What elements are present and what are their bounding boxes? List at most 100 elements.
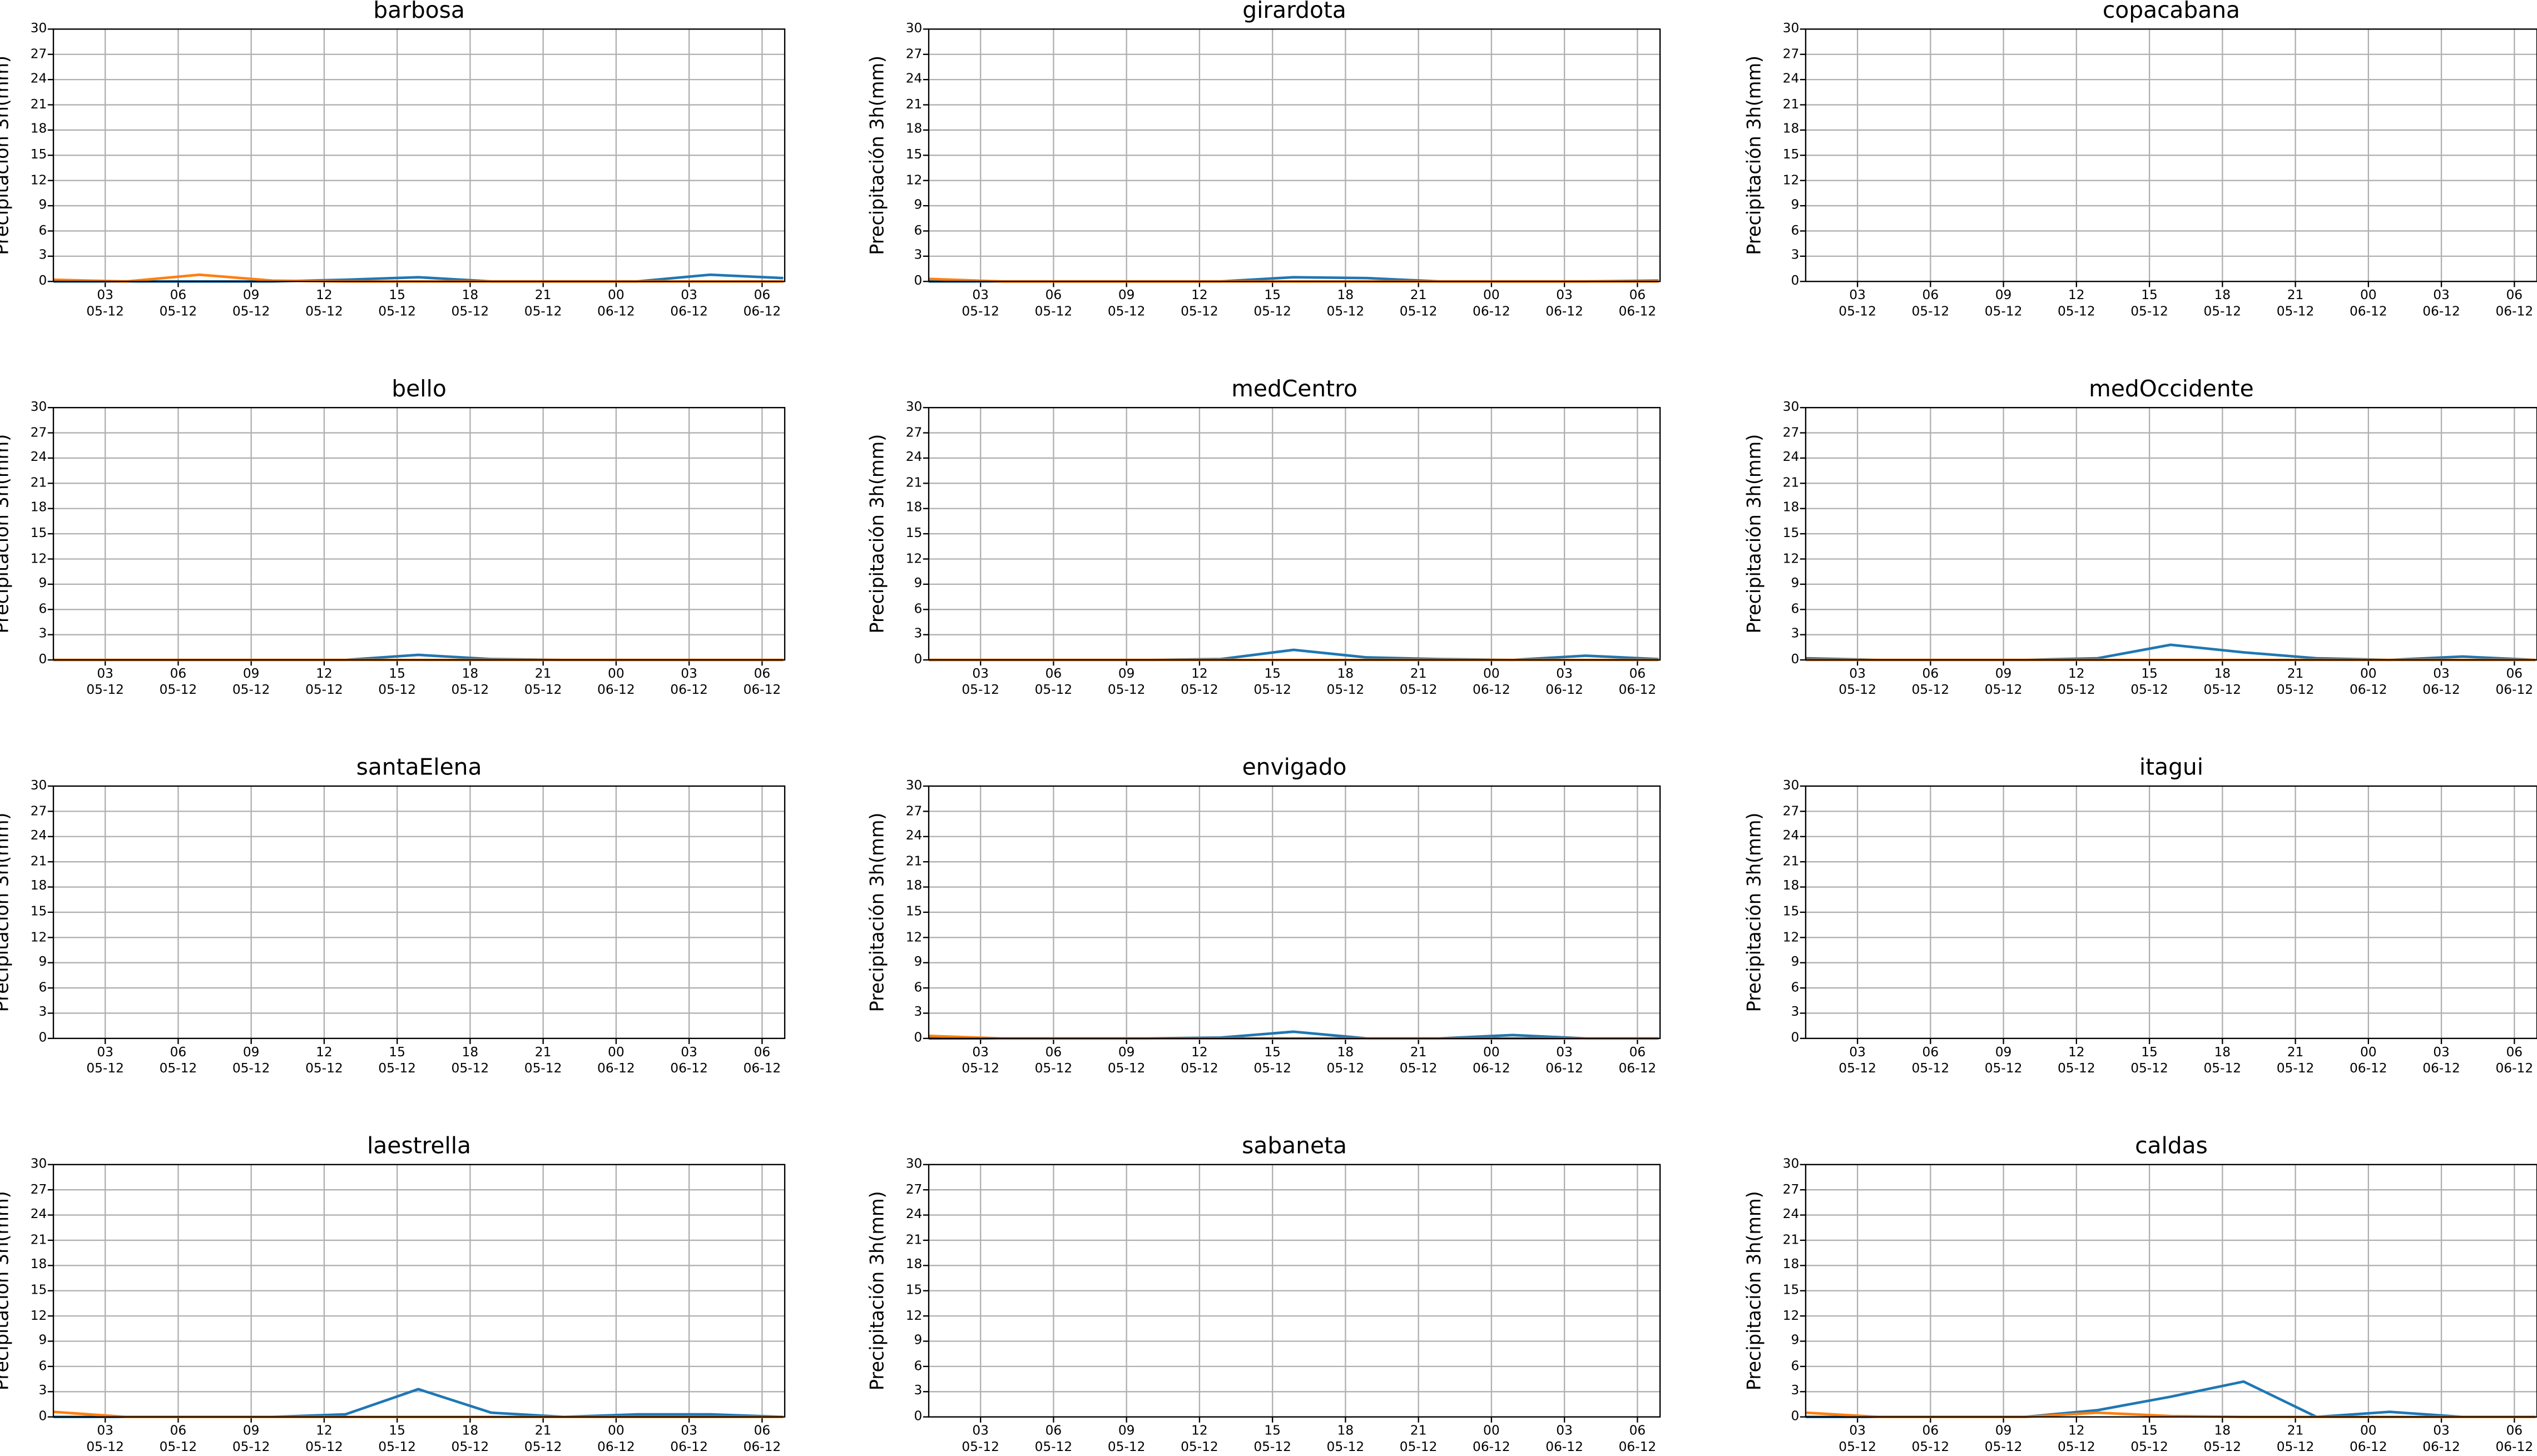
y-tick-label: 18 xyxy=(30,878,47,894)
x-tick-label: 15 05-12 xyxy=(378,1045,416,1076)
x-tick-label: 21 05-12 xyxy=(1399,666,1438,697)
y-tick-label: 6 xyxy=(1791,601,1800,616)
y-tick-label: 6 xyxy=(914,980,923,995)
y-tick-label: 21 xyxy=(1782,853,1800,868)
x-tick-label: 00 06-12 xyxy=(2349,1045,2387,1076)
plot-area xyxy=(1800,407,2537,666)
y-tick-label: 12 xyxy=(1782,1308,1800,1323)
x-tick-label: 21 05-12 xyxy=(524,1423,562,1454)
y-tick-label: 0 xyxy=(38,1030,47,1045)
x-tick-label: 15 05-12 xyxy=(2130,666,2168,697)
y-tick-label: 18 xyxy=(1782,878,1800,894)
x-tick-label: 06 06-12 xyxy=(2495,1423,2534,1454)
y-tick-label: 30 xyxy=(905,778,923,793)
y-tick-label: 0 xyxy=(1791,652,1800,667)
y-tick-label: 30 xyxy=(905,399,923,414)
x-tick-label: 03 05-12 xyxy=(1839,1045,1876,1076)
y-tick-label: 30 xyxy=(1782,21,1800,36)
y-tick-label: 27 xyxy=(1782,1181,1800,1196)
axes-frame xyxy=(52,1164,786,1418)
y-tick-label: 6 xyxy=(914,601,923,616)
series-line xyxy=(53,1388,784,1418)
y-tick-label: 24 xyxy=(1782,1206,1800,1222)
y-tick-label: 0 xyxy=(1791,273,1800,288)
x-tick-label: 12 05-12 xyxy=(2057,1045,2095,1076)
y-tick-label: 21 xyxy=(1782,96,1800,112)
x-tick-label: 03 05-12 xyxy=(962,666,999,697)
chart-title: sabaneta xyxy=(1242,1134,1347,1160)
y-tick-label: 27 xyxy=(905,425,923,440)
x-tick-label: 09 05-12 xyxy=(1107,287,1146,319)
axes-frame xyxy=(928,1164,1661,1418)
y-tick-label: 12 xyxy=(30,550,47,566)
y-axis-label: Precipitación 3h(mm) xyxy=(0,1191,13,1391)
chart-panel: itagui Precipitación 3h(mm) 0 3 6 9 12 15 18 21 24… xyxy=(1742,756,2537,1076)
chart-panel: medCentro Precipitación 3h(mm) 0 3 6 9 12 15 18 2… xyxy=(866,377,1661,697)
y-tick-label: 3 xyxy=(914,248,923,263)
y-tick-label: 21 xyxy=(905,1232,923,1247)
y-tick-label: 24 xyxy=(905,450,923,465)
x-tick-label: 09 05-12 xyxy=(232,666,270,697)
x-tick-label: 03 05-12 xyxy=(962,1045,999,1076)
x-tick-label: 03 06-12 xyxy=(2422,666,2460,697)
x-tick-label: 18 05-12 xyxy=(451,666,489,697)
x-tick-label: 06 06-12 xyxy=(743,1423,781,1454)
y-tick-label: 24 xyxy=(905,1206,923,1222)
y-tick-label: 18 xyxy=(30,1257,47,1272)
y-tick-label: 6 xyxy=(38,601,47,616)
y-tick-label: 0 xyxy=(914,273,923,288)
axes-frame xyxy=(928,28,1661,282)
axes-frame xyxy=(928,785,1661,1040)
x-tick-label: 03 06-12 xyxy=(1545,1045,1583,1076)
plot-area xyxy=(923,785,1661,1045)
y-tick-label: 24 xyxy=(1782,828,1800,843)
x-tick-label: 03 06-12 xyxy=(670,287,708,319)
axes-frame xyxy=(1805,407,2537,661)
x-tick-label: 09 05-12 xyxy=(1984,666,2023,697)
chart-title: santaElena xyxy=(356,755,482,782)
x-tick-label: 06 05-12 xyxy=(1034,1423,1073,1454)
y-tick-label: 0 xyxy=(38,1409,47,1424)
x-tick-label: 18 05-12 xyxy=(2203,666,2242,697)
chart-panel: girardota Precipitación 3h(mm) 0 3 6 9 12 15 18 2… xyxy=(866,0,1661,319)
y-axis-label: Precipitación 3h(mm) xyxy=(865,812,889,1012)
x-tick-label: 03 06-12 xyxy=(1545,1423,1583,1454)
y-tick-label: 12 xyxy=(30,1308,47,1323)
x-tick-label: 15 05-12 xyxy=(2130,1423,2168,1454)
y-tick-label: 3 xyxy=(38,248,47,263)
y-tick-label: 3 xyxy=(1791,627,1800,642)
x-tick-label: 12 05-12 xyxy=(305,287,343,319)
y-tick-label: 6 xyxy=(1791,980,1800,995)
y-tick-label: 9 xyxy=(1791,576,1800,591)
y-tick-label: 21 xyxy=(30,475,47,490)
x-tick-label: 21 05-12 xyxy=(1399,1423,1438,1454)
y-tick-label: 6 xyxy=(914,222,923,238)
x-tick-label: 03 05-12 xyxy=(86,1045,124,1076)
y-tick-label: 18 xyxy=(1782,1257,1800,1272)
x-tick-label: 18 05-12 xyxy=(451,287,489,319)
x-tick-label: 09 05-12 xyxy=(1984,287,2023,319)
series-line xyxy=(1805,643,2536,662)
y-tick-label: 12 xyxy=(1782,550,1800,566)
x-tick-label: 18 05-12 xyxy=(451,1045,489,1076)
chart-panel: caldas Precipitación 3h(mm) 0 3 6 9 12 15 18 21 24… xyxy=(1742,1134,2537,1454)
x-tick-label: 06 06-12 xyxy=(743,287,781,319)
chart-panel: santaElena Precipitación 3h(mm) 0 3 6 9 12 15 18… xyxy=(0,756,786,1076)
y-tick-label: 30 xyxy=(905,1156,923,1171)
y-tick-label: 27 xyxy=(1782,46,1800,61)
chart-panel: bello Precipitación 3h(mm) 0 3 6 9 12 15 18 21 24 2… xyxy=(0,377,786,697)
plot-area xyxy=(923,28,1661,287)
x-tick-label: 06 05-12 xyxy=(159,1423,197,1454)
y-tick-label: 9 xyxy=(914,955,923,970)
y-tick-label: 9 xyxy=(38,955,47,970)
chart-title: itagui xyxy=(2139,755,2204,782)
chart-title: caldas xyxy=(2135,1134,2208,1160)
chart-title: girardota xyxy=(1242,0,1346,24)
y-tick-label: 15 xyxy=(1782,904,1800,919)
y-tick-label: 12 xyxy=(30,929,47,944)
x-tick-label: 12 05-12 xyxy=(1181,1423,1218,1454)
x-tick-label: 00 06-12 xyxy=(1473,1045,1510,1076)
y-tick-label: 15 xyxy=(1782,525,1800,540)
y-tick-label: 6 xyxy=(38,222,47,238)
x-tick-label: 12 05-12 xyxy=(305,666,343,697)
